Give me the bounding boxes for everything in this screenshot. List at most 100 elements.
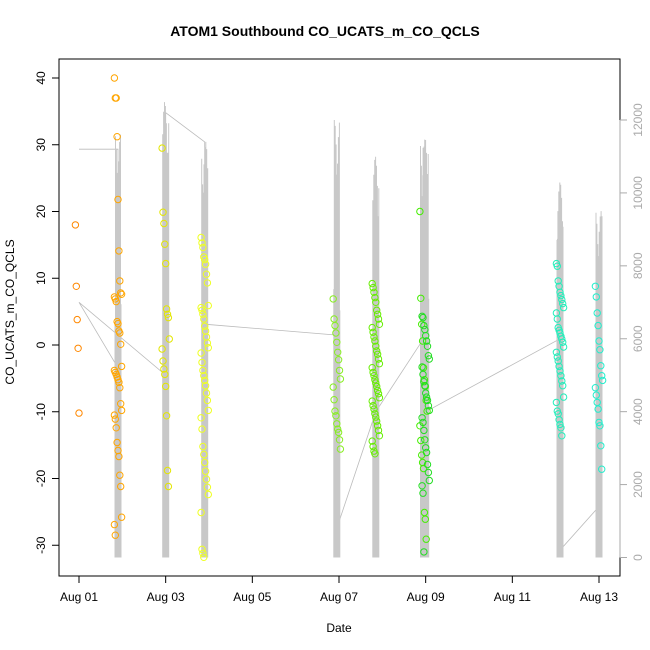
data-point [423,460,432,469]
y-axis: -30 -20 -10 0 10 20 30 40 [34,71,60,554]
right-y-tick-label: 0 [631,554,645,561]
data-point [556,420,564,429]
y-tick-label: 20 [34,205,48,219]
data-point [198,358,206,367]
data-point [372,379,380,387]
data-point [159,357,167,365]
data-point [116,329,124,337]
data-point [553,353,561,361]
data-point [374,315,383,323]
data-point [424,402,433,410]
data-point [198,425,206,433]
data-point [199,310,207,318]
data-point [591,384,600,392]
right-y-axis: 0 2000 4000 6000 8000 10000 12000 [619,103,645,561]
data-point [201,260,210,268]
data-point [334,348,342,356]
data-point [116,471,124,479]
data-point [374,426,383,435]
data-point [333,338,341,346]
data-point [203,279,212,287]
data-point [375,432,384,440]
data-point [422,389,430,397]
data-point [418,312,426,320]
data-point [202,389,211,397]
data-point [112,94,120,102]
x-tick-label: Aug 05 [233,590,271,604]
data-point [201,376,209,385]
data-point [417,294,425,302]
data-point [198,306,206,314]
data-point [595,337,603,345]
right-y-tick-label: 2000 [631,471,645,498]
y-tick-label: 10 [34,271,48,285]
data-point [334,428,343,437]
data-point [204,406,213,415]
data-point [116,384,124,392]
data-point [369,442,377,451]
x-tick-label: Aug 11 [494,590,531,604]
data-point [555,416,563,424]
data-point [597,362,605,370]
data-point [334,356,343,364]
data-point [368,323,376,332]
data-point [112,424,120,432]
data-point [553,262,561,270]
data-point [199,366,207,375]
data-point [416,207,424,216]
data-point [425,476,433,485]
data-point [110,74,119,82]
data-point [553,315,561,323]
data-point [202,475,211,483]
data-point [559,303,568,312]
data-point [163,466,172,475]
data-point [373,382,381,391]
data-point [420,321,428,330]
x-tick-label: Aug 01 [60,590,98,604]
data-point [368,364,376,372]
data-point [201,322,209,330]
data-point [199,549,207,557]
data-point [331,321,339,330]
data-point [75,409,83,417]
x-tick-label: Aug 07 [320,590,358,604]
data-point [598,376,607,385]
data-point [371,376,379,384]
data-point [165,335,174,343]
data-point [72,282,81,290]
data-point [204,344,213,352]
data-point [421,382,429,390]
chart-title: ATOM1 Southbound CO_UCATS_m_CO_QCLS [170,23,480,39]
data-point [422,393,431,401]
data-point [199,442,207,451]
data-point [160,365,168,373]
data-point [373,310,382,318]
data-point [373,350,382,358]
data-point [202,270,211,278]
data-point [113,438,121,447]
data-point [370,333,378,341]
data-point [554,357,562,365]
data-point [373,386,382,395]
data-point [375,394,384,402]
right-y-tick-label: 12000 [631,103,645,137]
data-point [369,402,377,410]
data-point [110,411,119,419]
data-point [197,508,205,517]
data-point [598,465,606,473]
data-point [371,410,379,418]
data-point [158,144,166,152]
altitude-spike-8 [595,211,603,558]
data-point [425,406,433,415]
data-point [161,240,169,248]
data-point [552,398,561,407]
data-point [116,277,124,285]
data-point [422,448,431,457]
data-point [419,313,427,322]
data-point [115,378,123,387]
data-point [557,424,565,432]
data-point [557,291,565,300]
data-point [373,422,382,430]
